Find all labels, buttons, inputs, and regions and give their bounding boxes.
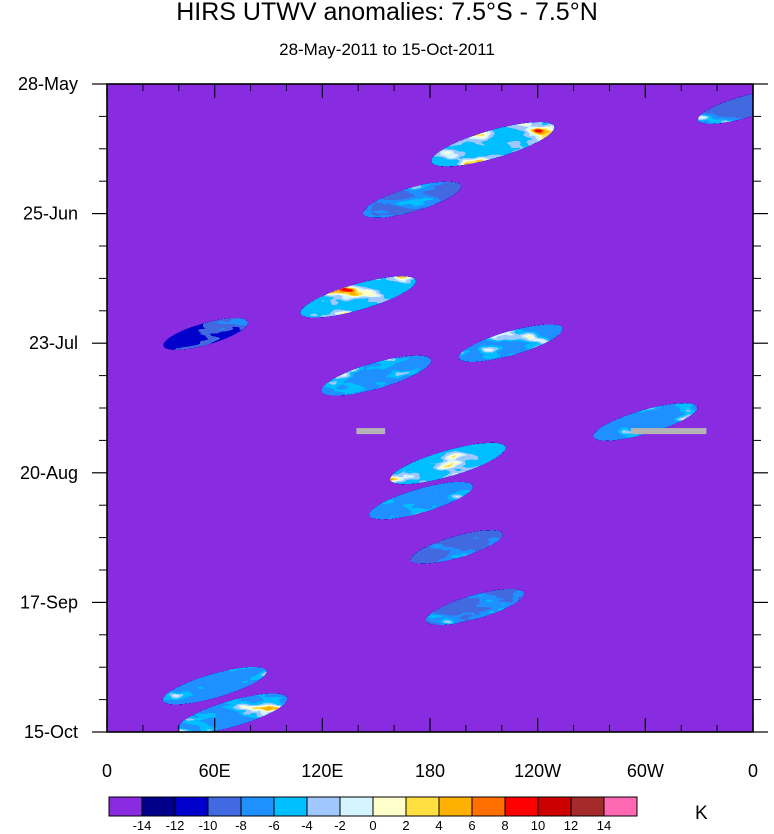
colorbar-box (537, 796, 572, 817)
anomaly-feature (509, 284, 602, 319)
anomaly-feature (288, 243, 374, 276)
anomaly-feature (162, 666, 267, 705)
colorbar-box (603, 796, 638, 817)
missing-data-layer (356, 428, 707, 435)
colorbar-unit-label: K (695, 803, 708, 824)
colorbar-label: 12 (564, 818, 578, 833)
anomaly-feature (626, 452, 737, 493)
colorbar-label: 14 (597, 818, 611, 833)
colorbar-label: 6 (468, 818, 475, 833)
anomaly-feature (425, 588, 525, 626)
anomaly-feature (697, 90, 753, 125)
anomaly-feature (123, 424, 234, 466)
colorbar-box (570, 796, 605, 817)
colorbar-box (273, 796, 308, 817)
anomaly-feature (390, 442, 506, 485)
y-tick-label: 20-Aug (20, 463, 78, 483)
y-tick-label: 17-Sep (20, 592, 78, 612)
anomaly-feature (506, 535, 623, 577)
anomaly-feature (138, 297, 237, 334)
y-tick-label: 25-Jun (23, 204, 78, 224)
colorbar-label: 0 (369, 818, 376, 833)
colorbar-box (108, 796, 143, 817)
colorbar-box (141, 796, 176, 817)
anomaly-feature (545, 192, 638, 226)
anomaly-feature (321, 355, 432, 396)
colorbar-label: -12 (166, 818, 185, 833)
colorbar-label: 8 (501, 818, 508, 833)
anomaly-feature (458, 324, 563, 363)
anomaly-feature (177, 693, 288, 732)
x-tick-label: 60W (627, 761, 664, 781)
colorbar-label: 2 (402, 818, 409, 833)
missing-data-bar (356, 428, 386, 435)
axes: 0 60E 120E 180 120W 60W 0 28-May 25-Jun 23-Jul 20-… (18, 74, 768, 781)
colorbar-box (306, 796, 341, 817)
colorbar-box (339, 796, 374, 817)
colorbar-box (405, 796, 440, 817)
colorbar-label: 10 (531, 818, 545, 833)
colorbar-label: -10 (199, 818, 218, 833)
missing-data-bar (631, 428, 707, 435)
x-tick-label: 0 (102, 761, 112, 781)
y-tick-label: 15-Oct (24, 722, 78, 742)
anomaly-feature (368, 481, 474, 520)
anomaly-feature (175, 87, 255, 118)
anomaly-feature (147, 565, 246, 603)
colorbar-label: -2 (334, 818, 346, 833)
anomaly-field (107, 84, 753, 732)
anomaly-feature (135, 504, 240, 543)
anomaly-feature (362, 181, 462, 218)
colorbar-box (174, 796, 209, 817)
anomaly-feature (163, 317, 249, 350)
anomaly-feature (300, 276, 416, 318)
x-tick-label: 120W (514, 761, 561, 781)
x-tick-label: 0 (748, 761, 758, 781)
colorbar-label: -6 (268, 818, 280, 833)
colorbar: -14 -12 -10 -8 -6 -4 -2 0 2 4 6 8 10 12 14 (108, 796, 638, 833)
anomaly-feature (410, 529, 504, 564)
anomaly-feature (431, 122, 555, 167)
y-tick-label: 28-May (18, 74, 78, 94)
anomaly-feature (593, 403, 698, 441)
x-tick-label: 60E (199, 761, 231, 781)
chart-subtitle: 28-May-2011 to 15-Oct-2011 (279, 40, 495, 59)
colorbar-box (372, 796, 407, 817)
colorbar-box (504, 796, 539, 817)
x-tick-label: 180 (415, 761, 445, 781)
colorbar-box (438, 796, 473, 817)
chart-title: HIRS UTWV anomalies: 7.5°S - 7.5°N (176, 0, 598, 26)
colorbar-box (471, 796, 506, 817)
colorbar-label: -8 (235, 818, 247, 833)
y-tick-label: 23-Jul (29, 333, 78, 353)
colorbar-label: -4 (301, 818, 313, 833)
x-tick-label: 120E (301, 761, 343, 781)
colorbar-label: 4 (435, 818, 442, 833)
colorbar-label: -14 (133, 818, 152, 833)
colorbar-box (240, 796, 275, 817)
anomaly-feature (107, 126, 184, 163)
colorbar-box (207, 796, 242, 817)
anomaly-feature (584, 435, 689, 474)
